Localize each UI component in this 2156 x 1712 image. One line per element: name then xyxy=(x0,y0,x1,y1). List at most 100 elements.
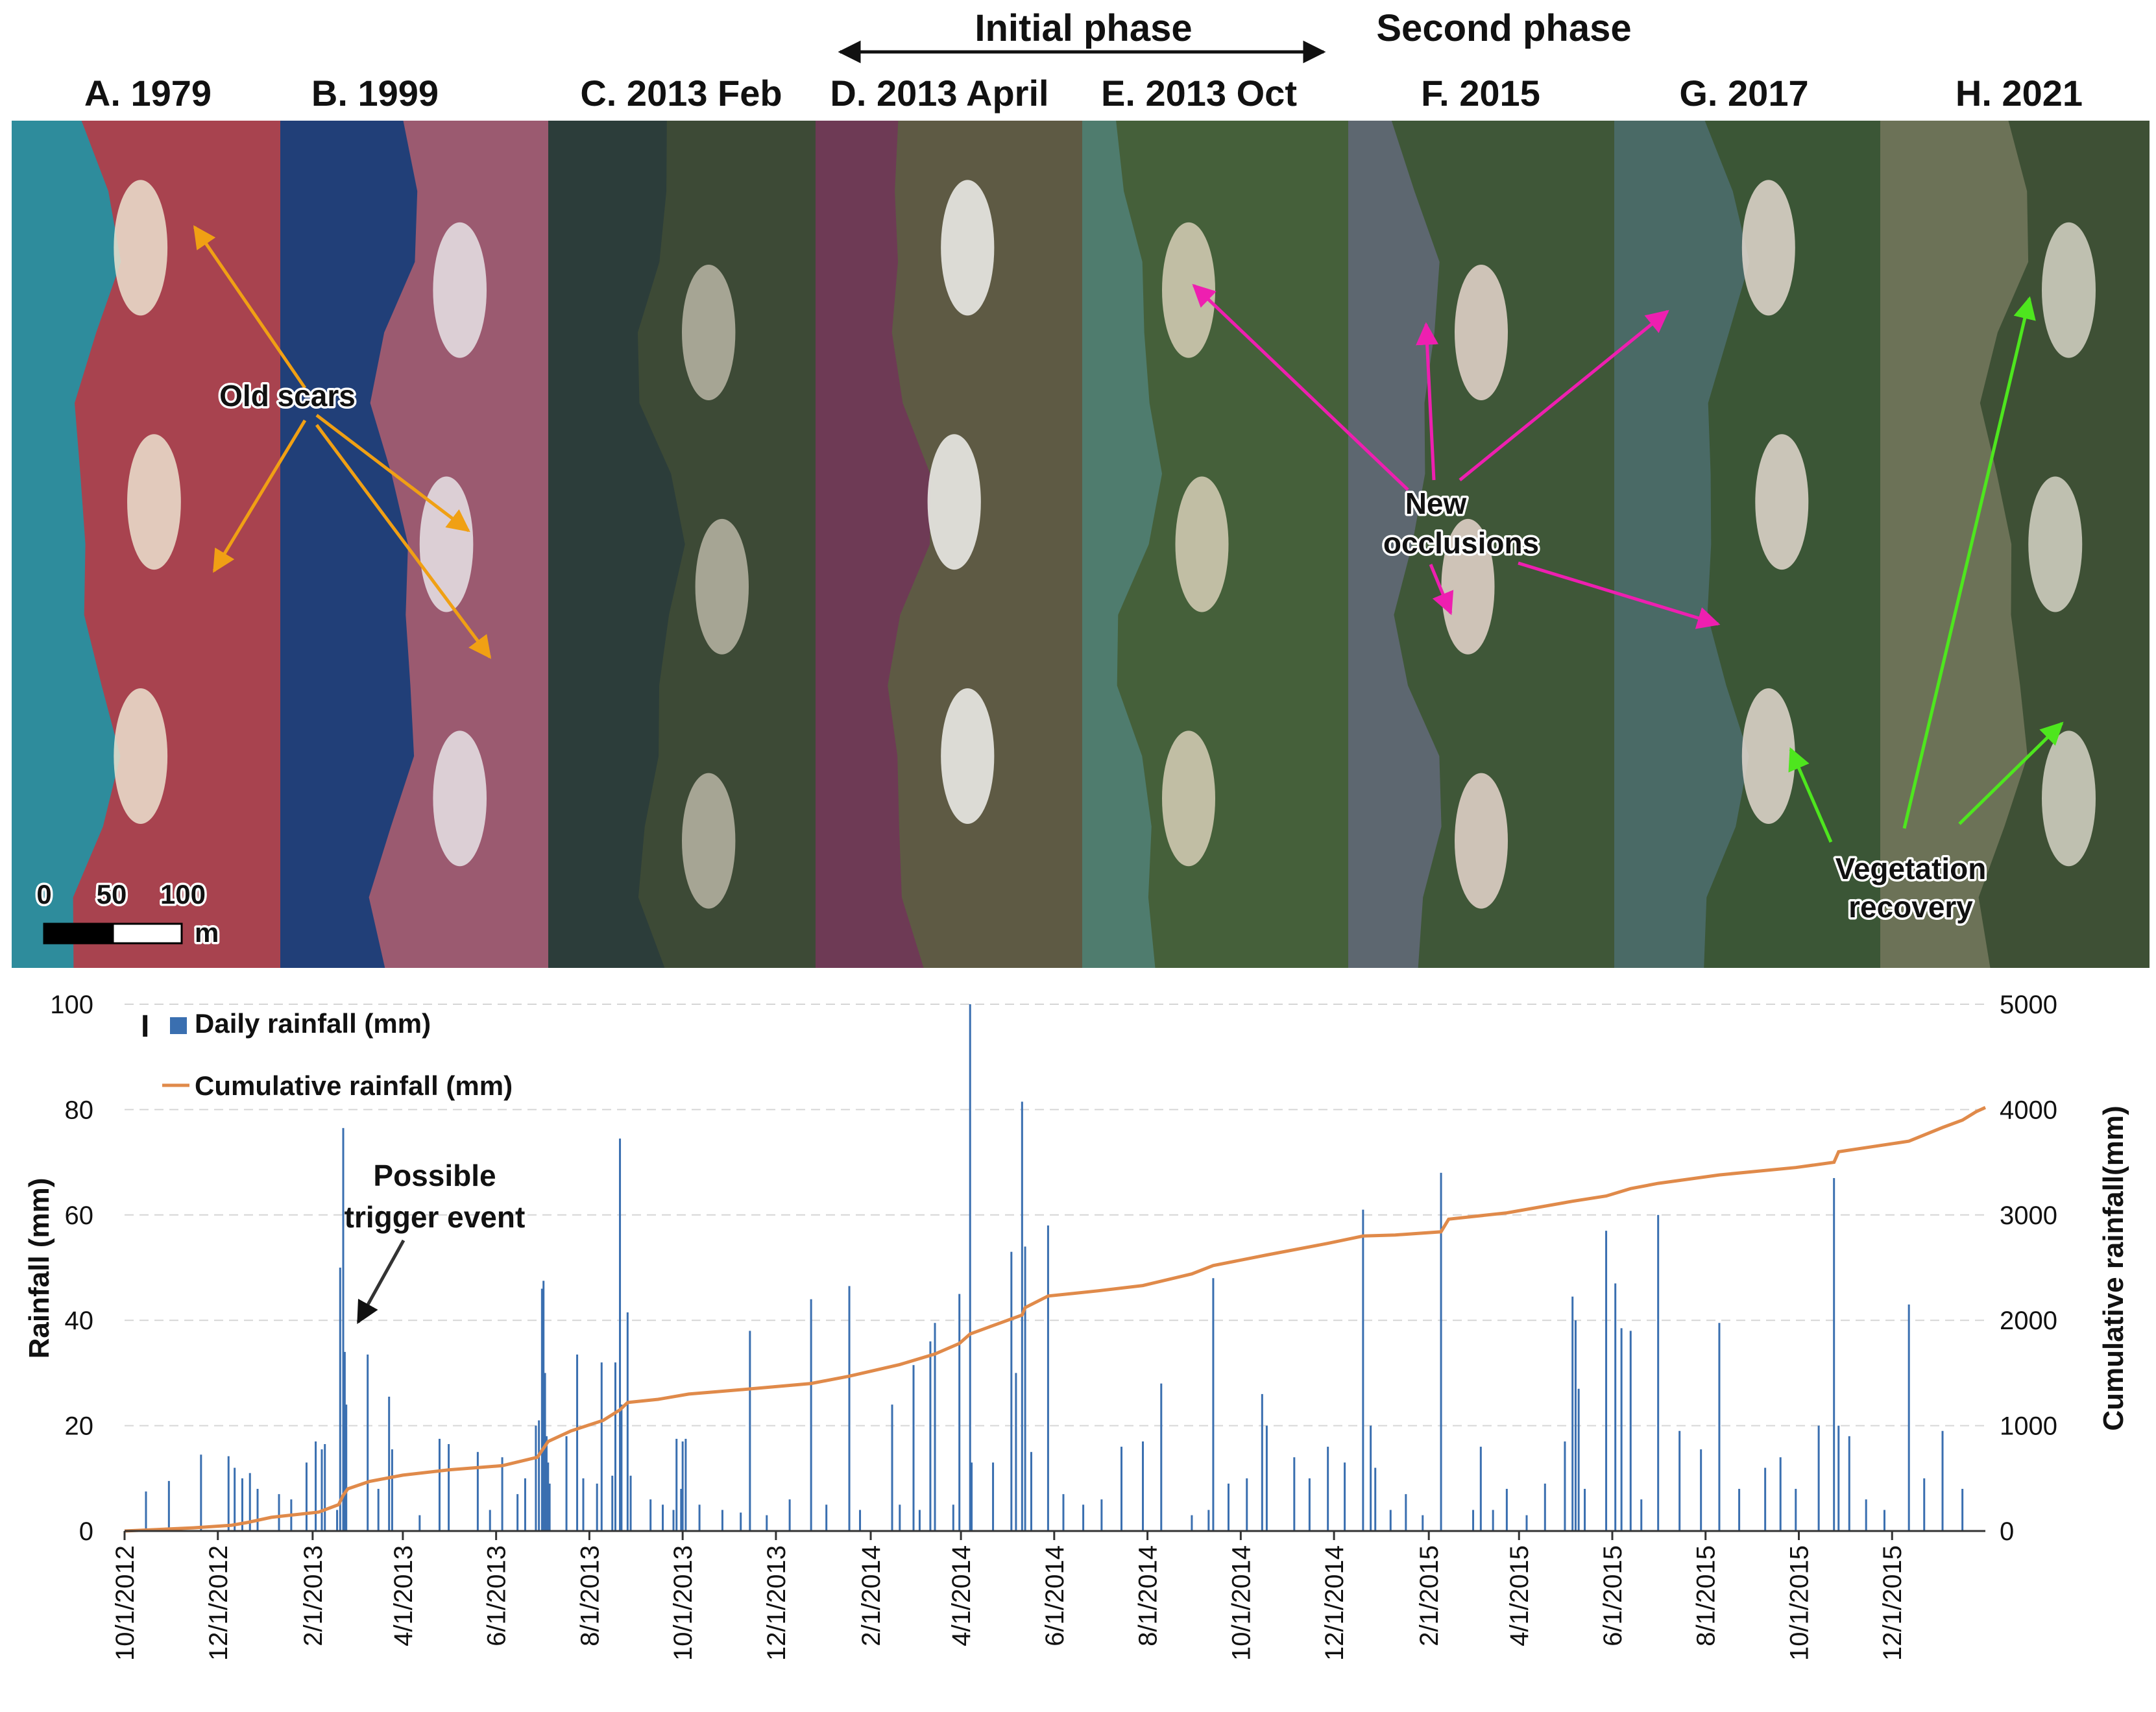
rain-bar xyxy=(1574,1320,1577,1531)
new-occlusions-arrow-5 xyxy=(1518,561,1721,629)
rain-bar xyxy=(1030,1452,1032,1531)
panel-scar xyxy=(1441,518,1495,655)
rain-bar xyxy=(1961,1489,1964,1531)
panel-water xyxy=(548,121,685,968)
old-scars-arrow-2 xyxy=(212,419,307,573)
rain-bar xyxy=(1640,1499,1643,1531)
rain-bar xyxy=(1344,1462,1346,1531)
rain-bar xyxy=(1779,1457,1782,1531)
old-scars-label: Old scars xyxy=(219,379,356,413)
rain-bar xyxy=(343,1351,346,1531)
rain-bar xyxy=(200,1454,202,1531)
rain-bar xyxy=(391,1449,393,1531)
rain-bar xyxy=(1422,1515,1424,1531)
x-tick-label: 12/1/2014 xyxy=(1320,1545,1349,1661)
vegetation-arrow-1 xyxy=(1788,747,1833,843)
rain-bar xyxy=(681,1441,684,1531)
rain-bar xyxy=(1657,1214,1660,1531)
panel-scar xyxy=(2028,476,2083,612)
image-panel-3 xyxy=(548,121,816,968)
image-panel-8 xyxy=(1880,121,2150,968)
y-axis-right-ticks: 0 1000 2000 3000 4000 5000 xyxy=(2000,991,2057,1546)
rain-bar xyxy=(241,1478,243,1531)
panel-scar xyxy=(927,434,981,570)
rain-bar xyxy=(912,1365,915,1531)
rain-bar xyxy=(740,1512,742,1531)
x-tick-label: 10/1/2013 xyxy=(669,1545,697,1661)
rain-bar xyxy=(377,1489,380,1531)
rain-bar xyxy=(535,1425,537,1531)
second-phase-label: Second phase xyxy=(1376,7,1631,49)
rain-bar xyxy=(542,1281,545,1531)
x-tick-label: 12/1/2015 xyxy=(1878,1545,1907,1661)
x-tick-label: 2/1/2013 xyxy=(299,1545,328,1646)
rain-bar xyxy=(1160,1383,1163,1531)
panel-scar xyxy=(114,180,168,316)
rain-bar xyxy=(825,1504,828,1531)
trigger-label-1: Possible xyxy=(373,1159,496,1192)
rain-bar xyxy=(1293,1457,1296,1531)
rain-bar xyxy=(891,1405,893,1531)
rain-bar xyxy=(1923,1478,1926,1531)
rain-bar xyxy=(611,1475,614,1531)
panel-title-b: B. 1999 xyxy=(311,73,439,114)
panel-water xyxy=(280,121,418,968)
rain-bar xyxy=(918,1510,921,1531)
rain-bar xyxy=(619,1139,622,1531)
rain-bar xyxy=(649,1499,652,1531)
old-scars-arrow-3 xyxy=(315,414,470,533)
vegetation-arrow-2 xyxy=(1902,296,2036,829)
rain-bar xyxy=(278,1494,280,1531)
panel-title-a: A. 1979 xyxy=(84,73,212,114)
rain-bar xyxy=(749,1331,751,1531)
old-scars-arrow-4 xyxy=(315,424,492,659)
rain-bar xyxy=(675,1438,678,1531)
image-panel-2 xyxy=(280,121,548,968)
rain-bar xyxy=(418,1515,421,1531)
new-occlusions-arrow-3 xyxy=(1459,309,1669,481)
rain-bar xyxy=(1883,1510,1885,1531)
scale-tick-0: 0 xyxy=(36,879,51,910)
y-right-tick-label: 1000 xyxy=(2000,1412,2057,1441)
panel-i-label: I xyxy=(141,1009,149,1044)
scale-unit: m xyxy=(195,917,219,948)
rain-bar xyxy=(1479,1447,1482,1531)
panel-title-e: E. 2013 Oct xyxy=(1101,73,1297,114)
rain-bar xyxy=(234,1467,236,1531)
rain-bar xyxy=(600,1362,603,1531)
trigger-label-2: trigger event xyxy=(345,1200,526,1234)
rain-bar xyxy=(1629,1331,1632,1531)
chart-grid xyxy=(125,1004,1985,1427)
rain-bar xyxy=(1047,1225,1049,1531)
rain-bar xyxy=(516,1494,519,1531)
rain-bar xyxy=(1700,1449,1702,1531)
rain-bar xyxy=(1795,1489,1797,1531)
rain-bar xyxy=(1848,1436,1850,1531)
panel-title-h: H. 2021 xyxy=(1956,73,2083,114)
panel-scar xyxy=(1175,476,1229,612)
legend-cumulative-label: Cumulative rainfall (mm) xyxy=(195,1070,513,1101)
rain-bar xyxy=(992,1462,995,1531)
imagery-strip xyxy=(12,121,2150,968)
panel-scar xyxy=(114,688,168,824)
rain-bar xyxy=(1308,1478,1311,1531)
y-axis-right-label: Cumulative rainfall(mm) xyxy=(2098,1105,2129,1430)
rain-bar xyxy=(629,1475,632,1531)
rain-bar xyxy=(342,1127,345,1531)
panel-scar xyxy=(1741,180,1795,316)
rain-bar xyxy=(698,1504,701,1531)
rain-bar xyxy=(1941,1430,1944,1531)
rain-bar xyxy=(1082,1504,1085,1531)
image-panel-5 xyxy=(1082,121,1348,968)
x-tick-label: 12/1/2013 xyxy=(762,1545,791,1661)
rain-bar xyxy=(1191,1515,1193,1531)
y-tick-label: 80 xyxy=(65,1096,94,1124)
old-scars-arrow-1 xyxy=(193,225,307,389)
rain-bar xyxy=(958,1294,961,1531)
rain-bar xyxy=(1865,1499,1867,1531)
rain-bar xyxy=(489,1510,491,1531)
panel-scar xyxy=(2042,222,2096,358)
rain-bar xyxy=(859,1510,862,1531)
cumulative-rainfall-line xyxy=(124,1105,1987,1533)
